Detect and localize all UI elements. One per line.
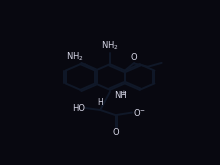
Text: NH: NH [114,91,127,100]
Text: NH$_2$: NH$_2$ [101,40,119,52]
Text: NH$_2$: NH$_2$ [66,51,84,63]
Text: O$^{-}$: O$^{-}$ [133,107,146,118]
Text: O: O [131,53,138,62]
Text: HO: HO [72,104,85,113]
Text: O: O [112,128,119,137]
Text: +: + [121,90,127,96]
Text: H: H [97,98,103,107]
